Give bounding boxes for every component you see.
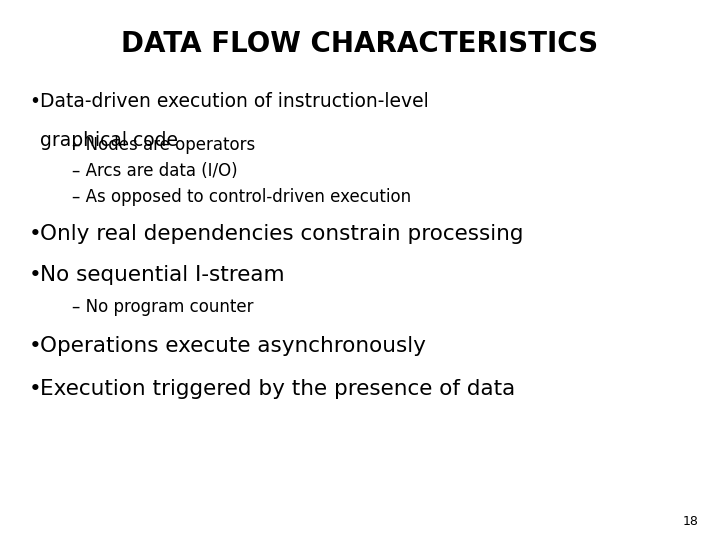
Text: Only real dependencies constrain processing: Only real dependencies constrain process… bbox=[40, 224, 523, 244]
Text: – As opposed to control-driven execution: – As opposed to control-driven execution bbox=[72, 188, 411, 206]
Text: Data-driven execution of instruction-level: Data-driven execution of instruction-lev… bbox=[40, 92, 428, 111]
Text: – Arcs are data (I/O): – Arcs are data (I/O) bbox=[72, 162, 238, 180]
Text: Operations execute asynchronously: Operations execute asynchronously bbox=[40, 336, 426, 356]
Text: No sequential I-stream: No sequential I-stream bbox=[40, 265, 284, 285]
Text: 18: 18 bbox=[683, 515, 698, 528]
Text: DATA FLOW CHARACTERISTICS: DATA FLOW CHARACTERISTICS bbox=[122, 30, 598, 58]
Text: Execution triggered by the presence of data: Execution triggered by the presence of d… bbox=[40, 379, 515, 399]
Text: •: • bbox=[29, 265, 42, 285]
Text: – No program counter: – No program counter bbox=[72, 298, 253, 316]
Text: – Nodes are operators: – Nodes are operators bbox=[72, 136, 256, 154]
Text: •: • bbox=[29, 379, 42, 399]
Text: •: • bbox=[29, 224, 42, 244]
Text: •: • bbox=[29, 336, 42, 356]
Text: •: • bbox=[29, 92, 40, 111]
Text: graphical code: graphical code bbox=[40, 131, 178, 150]
